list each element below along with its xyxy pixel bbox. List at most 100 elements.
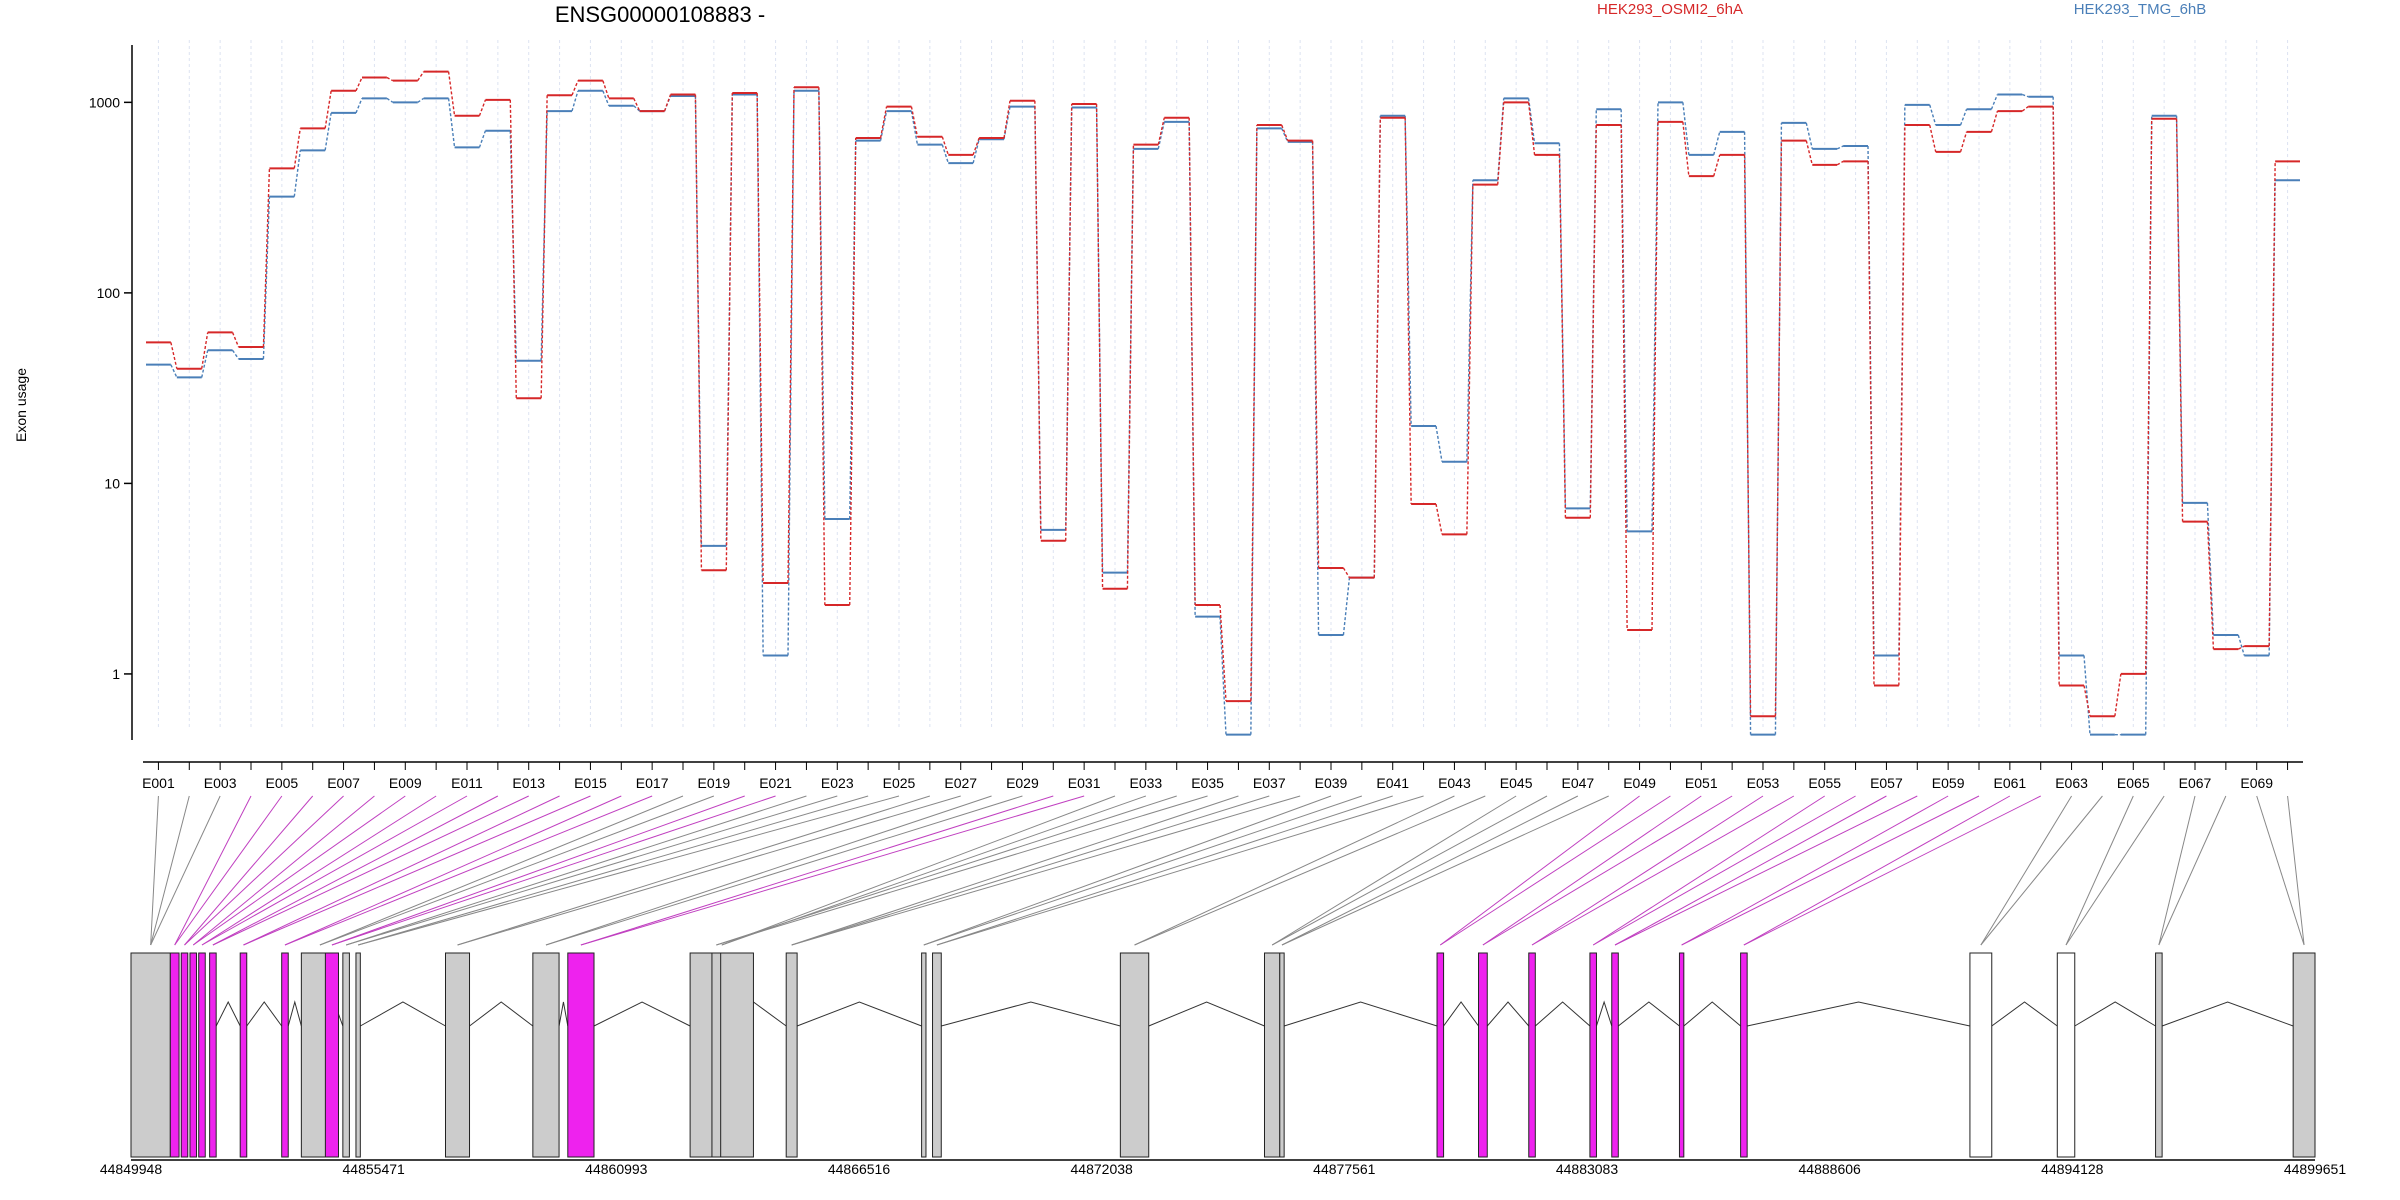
connector <box>243 795 560 946</box>
x-tick-label: E035 <box>1191 775 1224 791</box>
x-tick-label: E063 <box>2055 775 2088 791</box>
x-tick-label: E057 <box>1870 775 1903 791</box>
x-tick-label: E009 <box>389 775 422 791</box>
y-axis-label: Exon usage <box>13 368 29 442</box>
series-1 <box>146 70 2300 718</box>
intron <box>1534 1001 1591 1027</box>
connector <box>2065 795 2134 946</box>
exon-box <box>1740 952 1748 1158</box>
connector <box>319 795 684 946</box>
connector <box>1681 795 1980 946</box>
x-tick-label: E033 <box>1130 775 1163 791</box>
genomic-tick-label: 44849948 <box>100 1161 163 1177</box>
exon-box <box>1436 952 1445 1158</box>
x-tick-label: E025 <box>883 775 916 791</box>
x-tick-label: E055 <box>1808 775 1841 791</box>
connector <box>174 795 283 946</box>
connector <box>201 795 468 946</box>
connector <box>212 795 499 946</box>
y-tick-label: 10 <box>104 475 120 491</box>
x-tick-label: E019 <box>698 775 731 791</box>
y-tick-label: 100 <box>97 285 121 301</box>
connector <box>201 795 437 946</box>
connector <box>1531 795 1764 946</box>
x-tick-label: E039 <box>1315 775 1348 791</box>
exon-box <box>239 952 248 1158</box>
exon-box <box>324 952 339 1158</box>
connector <box>1482 795 1733 946</box>
connector <box>1440 795 1640 946</box>
intron <box>287 1000 302 1027</box>
genomic-tick-label: 44872038 <box>1071 1161 1134 1177</box>
genomic-tick-label: 44888606 <box>1799 1161 1862 1177</box>
x-tick-label: E027 <box>944 775 977 791</box>
connector <box>716 795 1177 946</box>
connector <box>174 795 252 946</box>
connector <box>243 795 591 946</box>
connector <box>284 795 622 946</box>
x-tick-label: E047 <box>1562 775 1595 791</box>
exon-box <box>180 952 189 1158</box>
x-tick-label: E037 <box>1253 775 1286 791</box>
exon-box <box>2292 952 2316 1158</box>
exon-box <box>1969 952 1993 1158</box>
y-tick-label: 1000 <box>89 94 120 110</box>
connector <box>150 795 221 946</box>
intron <box>1148 1001 1265 1027</box>
connector <box>1134 795 1486 946</box>
connector <box>331 795 745 946</box>
series-line <box>170 90 2276 736</box>
exon-box <box>1119 952 1150 1158</box>
x-tick-label: E065 <box>2117 775 2150 791</box>
connector <box>580 795 1085 946</box>
genomic-tick-label: 44883083 <box>1556 1161 1619 1177</box>
connector <box>2287 795 2305 946</box>
exon-box <box>1678 952 1685 1158</box>
x-tick-label: E007 <box>327 775 360 791</box>
connector <box>716 795 1208 946</box>
x-tick-label: E001 <box>142 775 175 791</box>
connector <box>192 795 375 946</box>
intron <box>558 1001 569 1027</box>
exon-box <box>355 952 361 1158</box>
connector <box>936 795 1393 946</box>
connector <box>1592 795 1825 946</box>
x-tick-label: E011 <box>451 775 483 791</box>
connector <box>192 795 406 946</box>
genomic-tick-label: 44860993 <box>585 1161 648 1177</box>
connector <box>791 795 1270 946</box>
intron <box>1595 1000 1613 1027</box>
connector <box>936 795 1424 946</box>
exon-box <box>342 952 350 1158</box>
intron <box>1991 1001 2058 1027</box>
connector <box>457 795 961 946</box>
connector <box>184 795 344 946</box>
connector <box>1134 795 1455 946</box>
connector <box>1980 795 2103 946</box>
connector <box>2158 795 2196 946</box>
exon-box <box>281 952 289 1158</box>
genomic-tick-label: 44894128 <box>2041 1161 2104 1177</box>
exon-box <box>2056 952 2076 1158</box>
exon-box <box>1263 952 1281 1158</box>
x-tick-label: E015 <box>574 775 607 791</box>
x-tick-label: E051 <box>1685 775 1718 791</box>
connector <box>212 795 529 946</box>
connector <box>319 795 715 946</box>
connector <box>345 795 807 946</box>
connector <box>791 795 1301 946</box>
intron <box>469 1001 534 1027</box>
connector <box>345 795 838 946</box>
x-tick-label: E023 <box>821 775 854 791</box>
intron <box>1747 1001 1971 1027</box>
exon-box <box>2155 952 2163 1158</box>
exon-box <box>689 952 754 1158</box>
gene-model <box>130 952 2316 1158</box>
x-tick-label: E053 <box>1747 775 1780 791</box>
connector <box>1743 795 2011 946</box>
y-axis: 1 10 100 1000 <box>89 45 133 740</box>
exon-box <box>130 952 171 1158</box>
connector <box>1281 795 1609 946</box>
connector <box>1980 795 2072 946</box>
connector <box>284 795 653 946</box>
